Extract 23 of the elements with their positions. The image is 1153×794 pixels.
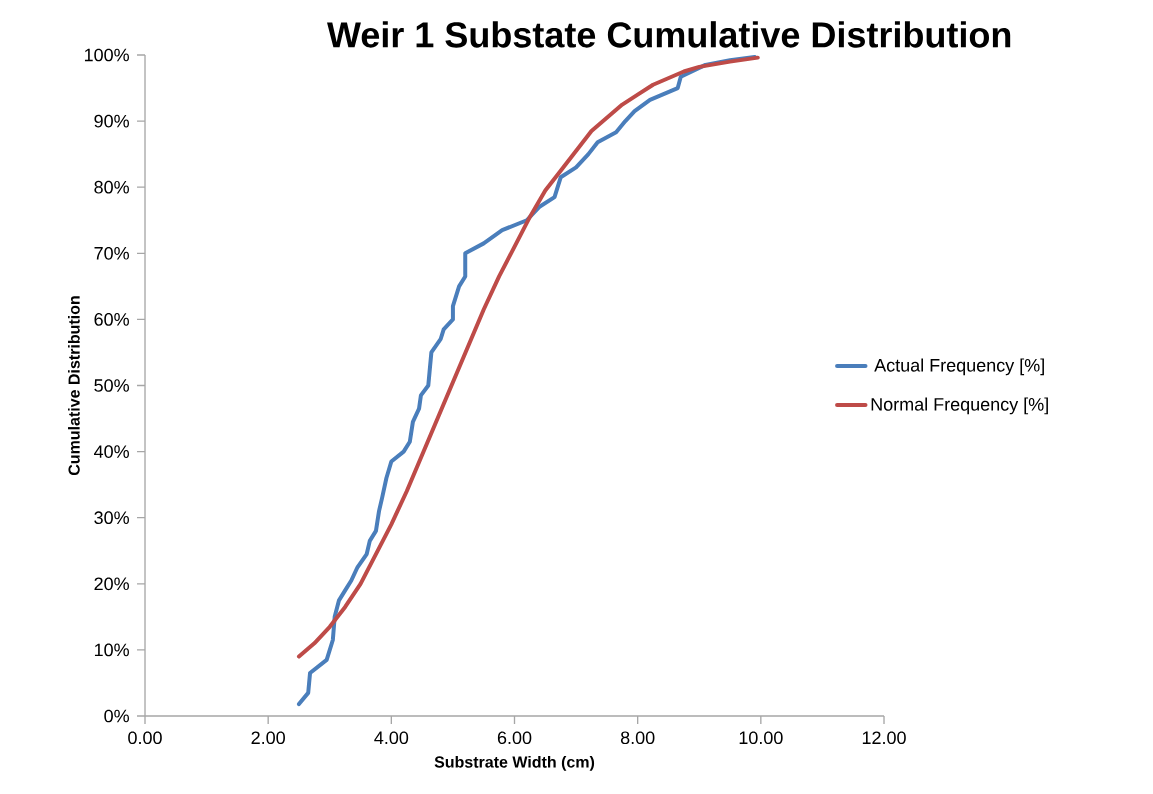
y-tick-label: 60% — [94, 313, 129, 326]
y-tick-label: 70% — [94, 246, 129, 260]
x-tick-label: 0.00 — [128, 731, 162, 745]
chart-title: Weir 1 Substate Cumulative Distribution — [327, 21, 1011, 48]
legend-label: Normal Frequency [%] — [871, 397, 1048, 415]
y-tick-label: 30% — [94, 511, 129, 525]
y-tick-label: 40% — [94, 445, 129, 458]
y-tick-label: 80% — [94, 180, 129, 194]
x-tick-label: 2.00 — [251, 731, 285, 745]
x-tick-label: 8.00 — [620, 731, 655, 745]
y-tick-label: 90% — [94, 114, 129, 128]
x-tick-label: 10.00 — [739, 731, 783, 745]
y-tick-label: 10% — [94, 643, 129, 657]
x-axis-title: Substrate Width (cm) — [434, 755, 595, 771]
y-tick-label: 100% — [84, 48, 129, 62]
y-tick-label: 0% — [104, 709, 129, 723]
y-tick-label: 20% — [94, 577, 129, 591]
x-tick-label: 4.00 — [374, 731, 409, 745]
y-tick-label: 50% — [94, 379, 129, 392]
x-tick-label: 12.00 — [862, 731, 906, 745]
y-axis-title: Cumulative Distribution — [68, 296, 80, 476]
legend-label: Actual Frequency [%] — [874, 358, 1044, 376]
x-tick-label: 6.00 — [497, 731, 532, 745]
